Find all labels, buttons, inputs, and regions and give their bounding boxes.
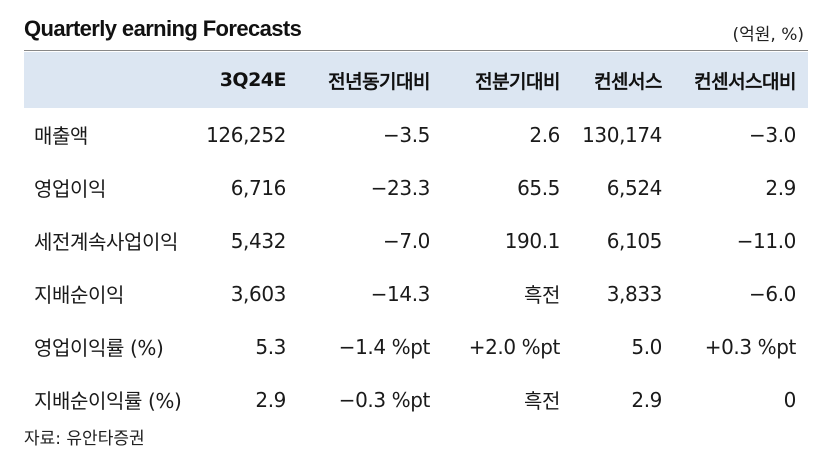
table-cell: 5,432 [230,228,287,253]
table-cell: +2.0 %pt [468,334,561,359]
table-cell: 5.3 [255,334,286,359]
table-row: 영업이익률 (%) 5.3 −1.4 %pt +2.0 %pt 5.0 +0.3… [24,320,808,373]
table-cell: 6,105 [606,228,663,253]
row-label: 매출액 [34,124,88,148]
table-cell: 0 [783,387,797,412]
column-header-yoy: 전년동기대비 [328,70,430,93]
table-row: 매출액 126,252 −3.5 2.6 130,174 −3.0 [24,108,808,161]
table-header: Quarterly earning Forecasts (억원, %) [24,14,808,48]
row-label: 지배순이익 [34,283,124,307]
table-title: Quarterly earning Forecasts [24,16,302,41]
table-cell: −1.4 %pt [338,334,431,359]
unit-label: (억원, %) [732,25,804,45]
table-cell: +0.3 %pt [704,334,797,359]
column-header-qoq: 전분기대비 [475,70,560,93]
row-label: 지배순이익률 (%) [34,389,182,413]
column-header-label [24,52,206,108]
table-cell: −6.0 [749,281,796,306]
table-cell: −3.0 [749,122,796,147]
table-cell: 2.9 [765,175,796,200]
table-cell: 6,716 [230,175,287,200]
table-cell: 190.1 [504,228,561,253]
table-row: 영업이익 6,716 −23.3 65.5 6,524 2.9 [24,161,808,214]
table-cell: 2.6 [529,122,560,147]
table-cell: −14.3 [370,281,431,306]
table-cell: 126,252 [206,122,286,147]
column-header-consensus: 컨센서스 [594,70,662,93]
row-label: 세전계속사업이익 [34,230,178,254]
column-header-vs-consensus: 컨센서스대비 [694,70,796,93]
table-cell: 흑전 [524,389,560,413]
table-cell: 65.5 [517,175,560,200]
table-cell: −23.3 [370,175,431,200]
table-cell: 130,174 [582,122,662,147]
table-cell: −11.0 [736,228,797,253]
column-header-3q24e: 3Q24E [219,69,287,91]
header-divider [24,50,808,51]
row-label: 영업이익 [34,177,106,201]
table-cell: 6,524 [606,175,663,200]
table-row: 지배순이익률 (%) 2.9 −0.3 %pt 흑전 2.9 0 [24,373,808,426]
table-cell: −0.3 %pt [338,387,431,412]
source-note: 자료: 유안타증권 [24,429,145,449]
table-cell: 5.0 [631,334,662,359]
table-cell: 2.9 [631,387,662,412]
table-row: 세전계속사업이익 5,432 −7.0 190.1 6,105 −11.0 [24,214,808,267]
table-cell: 흑전 [524,283,560,307]
forecast-table: 3Q24E 전년동기대비 전분기대비 컨센서스 컨센서스대비 매출액 126,2… [24,52,808,426]
table-cell: 3,603 [230,281,287,306]
table-cell: 2.9 [255,387,286,412]
table-row: 지배순이익 3,603 −14.3 흑전 3,833 −6.0 [24,267,808,320]
column-header-row: 3Q24E 전년동기대비 전분기대비 컨센서스 컨센서스대비 [24,52,808,108]
table-cell: −3.5 [383,122,430,147]
row-label: 영업이익률 (%) [34,336,164,360]
table-cell: −7.0 [383,228,430,253]
table-cell: 3,833 [606,281,663,306]
